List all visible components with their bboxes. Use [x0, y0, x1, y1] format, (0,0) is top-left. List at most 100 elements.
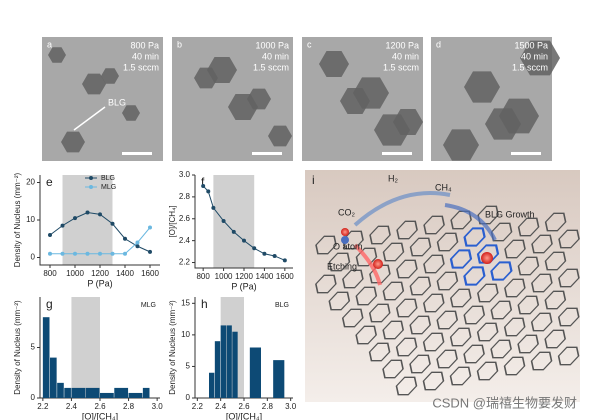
oatom-label: O atom — [333, 241, 363, 251]
bar — [214, 341, 221, 398]
hexagon — [504, 239, 526, 259]
annotation: BLG — [108, 97, 126, 107]
y-tick-label: 20 — [26, 178, 35, 187]
point — [252, 246, 257, 251]
x-tick-label: 2.2 — [37, 402, 49, 411]
hexagon — [422, 293, 445, 313]
hexagon — [368, 342, 391, 362]
point — [85, 251, 90, 256]
panel-label: h — [201, 297, 208, 311]
scale-bar — [252, 152, 282, 155]
x-axis-label: [O]/[CH₄] — [82, 411, 118, 420]
point — [110, 221, 115, 226]
y-axis-label: Density of Nucleus (mm⁻²) — [13, 172, 22, 267]
x-tick-label: 2.8 — [123, 402, 135, 411]
grain — [61, 131, 85, 153]
legend-marker — [89, 176, 93, 180]
point — [98, 212, 102, 217]
grain — [319, 51, 349, 77]
legend-label: BLG — [101, 175, 115, 182]
bar — [142, 387, 150, 398]
hexagon — [436, 232, 459, 252]
condition: 40 min — [392, 51, 419, 61]
hexagon — [517, 217, 540, 237]
hexagon — [449, 327, 472, 347]
point — [85, 210, 90, 215]
hexagon — [355, 325, 377, 345]
grain — [247, 88, 271, 110]
bar — [85, 387, 100, 398]
grain — [268, 125, 292, 147]
hexagon — [557, 307, 580, 327]
hexagon — [530, 312, 553, 332]
y-tick-label: 2.4 — [179, 236, 191, 245]
hexagon — [369, 264, 391, 284]
hexagon — [422, 332, 445, 352]
etch-arrow — [353, 243, 382, 286]
shaded-region — [62, 175, 113, 265]
hexagon — [503, 317, 526, 337]
axis-frame — [194, 175, 293, 269]
condition: 1000 Pa — [255, 40, 289, 50]
y-tick-label: 0 — [31, 253, 36, 262]
hexagon — [409, 276, 432, 296]
bar — [209, 372, 215, 398]
x-tick-label: 1400 — [116, 269, 134, 278]
hexagon — [315, 274, 337, 294]
hexagon — [544, 329, 566, 349]
grain — [393, 109, 423, 135]
x-axis-label: [O]/[CH₄] — [226, 411, 262, 420]
y-tick-label: 2.8 — [179, 192, 191, 201]
hexagon — [517, 256, 540, 276]
blg-hexagon — [463, 227, 486, 247]
legend-marker — [89, 185, 93, 189]
point — [48, 251, 52, 256]
condition: 1.5 sccm — [123, 62, 159, 72]
condition: 1.5 sccm — [383, 62, 419, 72]
panel-tag: BLG — [275, 302, 289, 309]
point — [282, 258, 287, 263]
y-tick-label: 5 — [186, 362, 191, 371]
hexagon — [476, 361, 499, 381]
annotation-arrow — [73, 106, 106, 131]
grain — [101, 68, 119, 84]
point — [272, 253, 277, 258]
bar — [226, 325, 232, 398]
hexagon — [450, 288, 472, 308]
x-tick-label: 2.8 — [262, 402, 274, 411]
hexagon — [409, 315, 432, 335]
panel-label: f — [201, 175, 205, 189]
grain — [122, 105, 140, 121]
grain — [82, 73, 106, 95]
bar — [64, 387, 71, 398]
point — [201, 183, 206, 188]
o-atom — [481, 252, 493, 264]
x-tick-label: 2.4 — [66, 402, 78, 411]
hexagon — [409, 354, 431, 374]
point — [60, 223, 65, 228]
hexagon — [342, 269, 364, 289]
grain — [443, 129, 479, 161]
graphene-lattice — [315, 205, 580, 396]
point — [211, 205, 216, 210]
y-tick-label: 10 — [181, 330, 190, 339]
point — [242, 238, 246, 243]
hexagon — [463, 344, 485, 364]
hexagon — [355, 247, 378, 267]
y-tick-label: 15 — [181, 298, 190, 307]
bar — [42, 317, 50, 398]
x-tick-label: 2.2 — [192, 402, 204, 411]
condition: 800 Pa — [130, 40, 159, 50]
point — [48, 233, 52, 237]
bar — [114, 387, 129, 398]
o-atom — [373, 259, 383, 269]
panel-label: i — [312, 173, 315, 187]
y-axis-label: Density of Nucleus (mm⁻²) — [168, 300, 177, 395]
point — [231, 229, 236, 234]
y-tick-label: 10 — [26, 215, 35, 224]
point — [73, 216, 77, 221]
x-tick-label: 1400 — [256, 272, 274, 281]
grain — [520, 40, 560, 76]
panel-label: c — [307, 39, 312, 49]
hexagon — [544, 251, 567, 271]
